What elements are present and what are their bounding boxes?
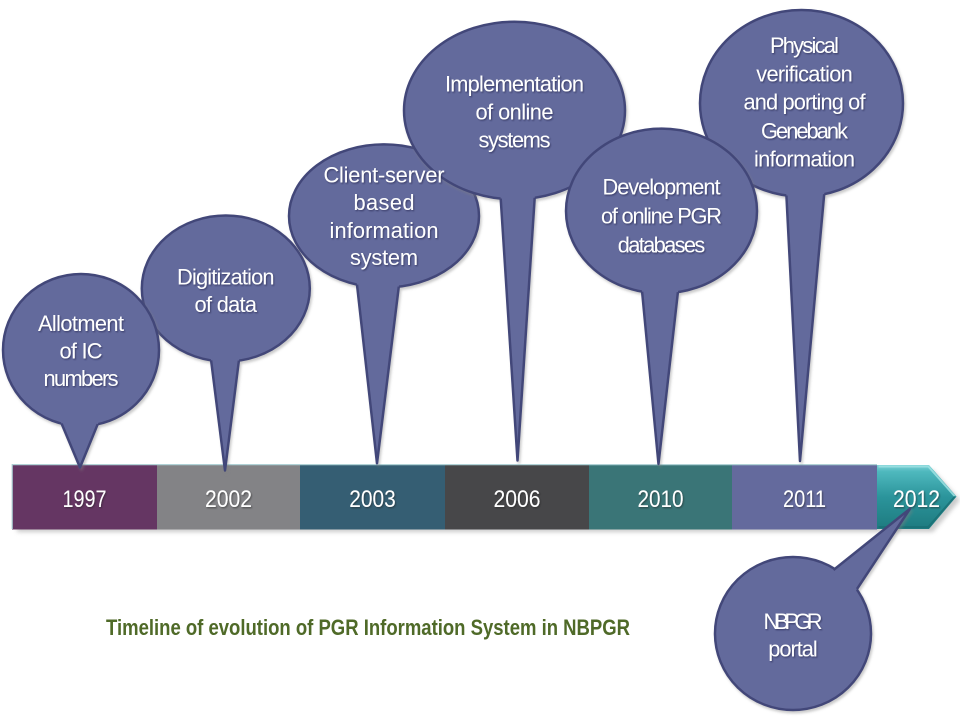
svg-text:based: based	[354, 190, 415, 215]
svg-text:portal: portal	[768, 637, 818, 662]
svg-text:databases: databases	[618, 233, 706, 258]
svg-text:of online: of online	[476, 99, 554, 124]
svg-text:Development: Development	[603, 174, 721, 199]
svg-text:2002: 2002	[205, 486, 252, 513]
svg-text:Genebank: Genebank	[761, 119, 848, 144]
svg-text:Digitization: Digitization	[177, 265, 274, 290]
svg-text:Physical: Physical	[770, 33, 839, 58]
svg-text:1997: 1997	[63, 486, 107, 513]
svg-text:and porting of: and porting of	[744, 89, 867, 114]
svg-text:Timeline of evolution of PGR I: Timeline of evolution of PGR Information…	[106, 615, 630, 640]
svg-text:information: information	[754, 147, 855, 172]
svg-text:information: information	[330, 218, 439, 243]
svg-text:2010: 2010	[638, 486, 684, 513]
svg-text:Implementation: Implementation	[445, 71, 584, 96]
svg-text:numbers: numbers	[44, 366, 119, 391]
svg-text:Client-server: Client-server	[324, 163, 445, 188]
svg-text:2003: 2003	[349, 486, 396, 513]
svg-text:system: system	[350, 245, 418, 270]
svg-text:NBPGR: NBPGR	[764, 609, 823, 634]
svg-text:Allotment: Allotment	[38, 311, 124, 336]
svg-text:of IC: of IC	[60, 339, 103, 364]
svg-text:of data: of data	[195, 292, 258, 317]
svg-text:systems: systems	[479, 127, 551, 152]
svg-text:2006: 2006	[494, 486, 541, 513]
svg-text:verification: verification	[756, 61, 853, 86]
svg-text:2012: 2012	[893, 486, 940, 513]
svg-text:2011: 2011	[783, 486, 826, 513]
svg-text:of online PGR: of online PGR	[601, 204, 722, 229]
